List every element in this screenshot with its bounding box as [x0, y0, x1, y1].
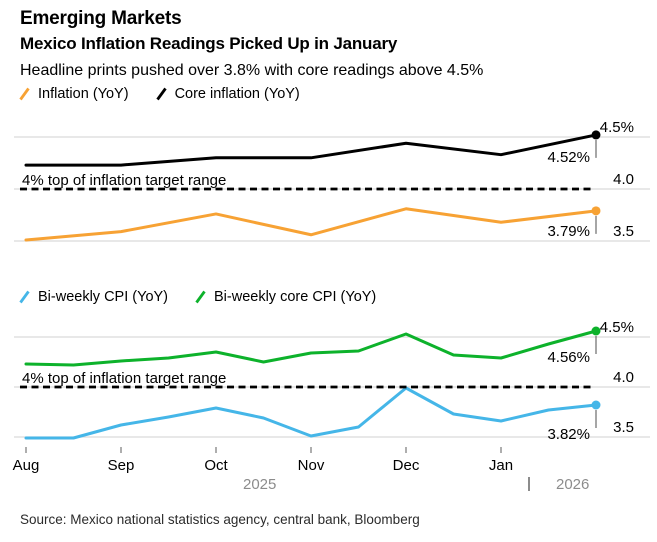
biweekly-core-cpi-series-marker-icon — [195, 290, 206, 304]
legend-label-biweekly-core-cpi: Bi-weekly core CPI (YoY) — [214, 289, 377, 305]
xtick-label-dec: Dec — [392, 457, 420, 474]
legend-label-biweekly-cpi: Bi-weekly CPI (YoY) — [38, 289, 169, 305]
xtick-label-nov: Nov — [297, 457, 325, 474]
series-line-black — [24, 133, 598, 167]
legend-bottom-chart: Bi-weekly CPI (YoY) Bi-weekly core CPI (… — [18, 289, 376, 305]
legend-item-core-inflation: Core inflation (YoY) — [155, 86, 300, 102]
series-end-dot-blue — [591, 400, 601, 410]
series-end-dot-orange — [591, 206, 601, 216]
end-value-biweekly-core-cpi: 4.56% — [547, 349, 590, 366]
legend-item-biweekly-core-cpi: Bi-weekly core CPI (YoY) — [194, 289, 376, 305]
target-range-label-bottom-chart: 4% top of inflation target range — [22, 370, 227, 387]
ytick-label-4-5-bottom: 4.5% — [599, 319, 634, 336]
year-label-2025: 2025 — [243, 476, 277, 493]
series-line-blue — [24, 386, 598, 440]
series-end-dot-green — [591, 326, 601, 336]
series-line-green — [24, 329, 598, 367]
legend-label-core-inflation: Core inflation (YoY) — [174, 86, 300, 102]
ytick-label-4-0-bottom: 4.0 — [613, 369, 634, 386]
inflation-series-marker-icon — [19, 87, 30, 101]
ytick-label-3-5-top: 3.5 — [613, 223, 634, 240]
xtick-label-jan: Jan — [488, 457, 514, 474]
target-range-label-top-chart: 4% top of inflation target range — [22, 172, 227, 189]
year-separator — [528, 477, 530, 491]
kicker: Emerging Markets — [20, 8, 182, 29]
xtick-label-oct: Oct — [204, 457, 228, 474]
legend-top-chart: Inflation (YoY) Core inflation (YoY) — [18, 86, 300, 102]
end-value-inflation: 3.79% — [547, 223, 590, 240]
chart-title: Mexico Inflation Readings Picked Up in J… — [20, 34, 398, 53]
ytick-label-3-5-bottom: 3.5 — [613, 419, 634, 436]
year-label-2026: 2026 — [556, 476, 590, 493]
end-value-biweekly-cpi: 3.82% — [547, 426, 590, 443]
ytick-label-4-0-top: 4.0 — [613, 171, 634, 188]
legend-label-inflation: Inflation (YoY) — [38, 86, 129, 102]
series-end-dot-black — [591, 130, 601, 140]
source-note: Source: Mexico national statistics agenc… — [20, 512, 420, 527]
biweekly-cpi-series-marker-icon — [19, 290, 30, 304]
legend-item-biweekly-cpi: Bi-weekly CPI (YoY) — [18, 289, 168, 305]
xtick-label-aug: Aug — [12, 457, 40, 474]
chart-subtitle: Headline prints pushed over 3.8% with co… — [20, 62, 484, 79]
legend-item-inflation: Inflation (YoY) — [18, 86, 129, 102]
end-value-core-inflation: 4.52% — [547, 149, 590, 166]
series-line-orange — [24, 207, 598, 242]
xtick-label-sep: Sep — [107, 457, 135, 474]
ytick-label-4-5-top: 4.5% — [599, 119, 634, 136]
core-inflation-series-marker-icon — [155, 87, 167, 101]
